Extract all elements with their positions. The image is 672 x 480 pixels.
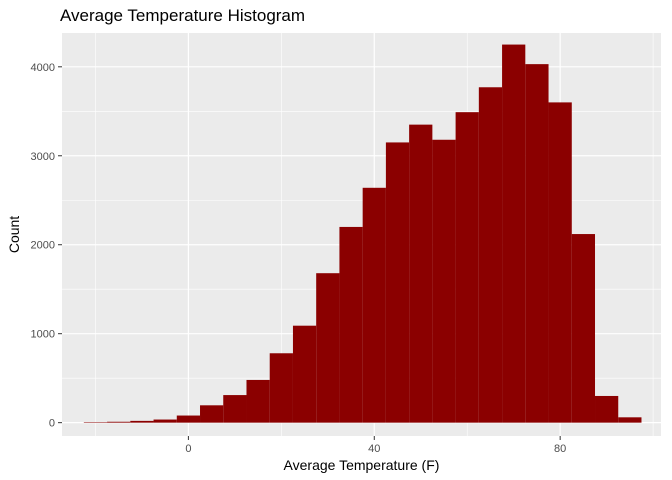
histogram-bar (223, 395, 247, 423)
histogram-bar (502, 44, 526, 423)
x-axis: 0 40 80 (185, 436, 566, 455)
histogram-bar (548, 102, 572, 423)
y-tick-label: 3000 (31, 151, 55, 163)
histogram-bar (292, 325, 317, 423)
x-tick-label: 0 (185, 443, 191, 455)
histogram-bar (525, 64, 549, 423)
histogram-bar (595, 395, 619, 423)
histogram-bar (455, 112, 479, 423)
histogram-bar (432, 139, 456, 423)
histogram-bars (83, 44, 642, 423)
y-tick-label: 4000 (31, 62, 55, 74)
x-axis-title: Average Temperature (F) (284, 457, 440, 473)
y-tick-label: 2000 (31, 240, 55, 252)
y-axis: 0 1000 2000 3000 4000 (31, 62, 62, 430)
x-tick-label: 80 (554, 443, 566, 455)
chart-title: Average Temperature Histogram (60, 6, 306, 25)
histogram-bar (130, 420, 154, 423)
histogram-bar (176, 415, 201, 423)
histogram-bar (269, 353, 293, 423)
histogram-bar (409, 124, 433, 423)
x-tick-label: 40 (368, 443, 380, 455)
histogram-bar (478, 87, 503, 423)
y-tick-label: 0 (49, 418, 55, 430)
histogram-bar (153, 419, 177, 423)
histogram-bar (107, 421, 131, 423)
histogram-bar (246, 379, 270, 423)
histogram-bar (618, 417, 642, 423)
histogram-bar (571, 234, 596, 423)
y-axis-title: Count (6, 216, 22, 253)
histogram-bar (200, 405, 224, 423)
histogram-bar (362, 187, 386, 423)
histogram-bar (83, 422, 108, 423)
histogram-bar (385, 142, 410, 423)
histogram-bar (316, 273, 340, 423)
y-tick-label: 1000 (31, 329, 55, 341)
histogram-bar (339, 226, 363, 423)
